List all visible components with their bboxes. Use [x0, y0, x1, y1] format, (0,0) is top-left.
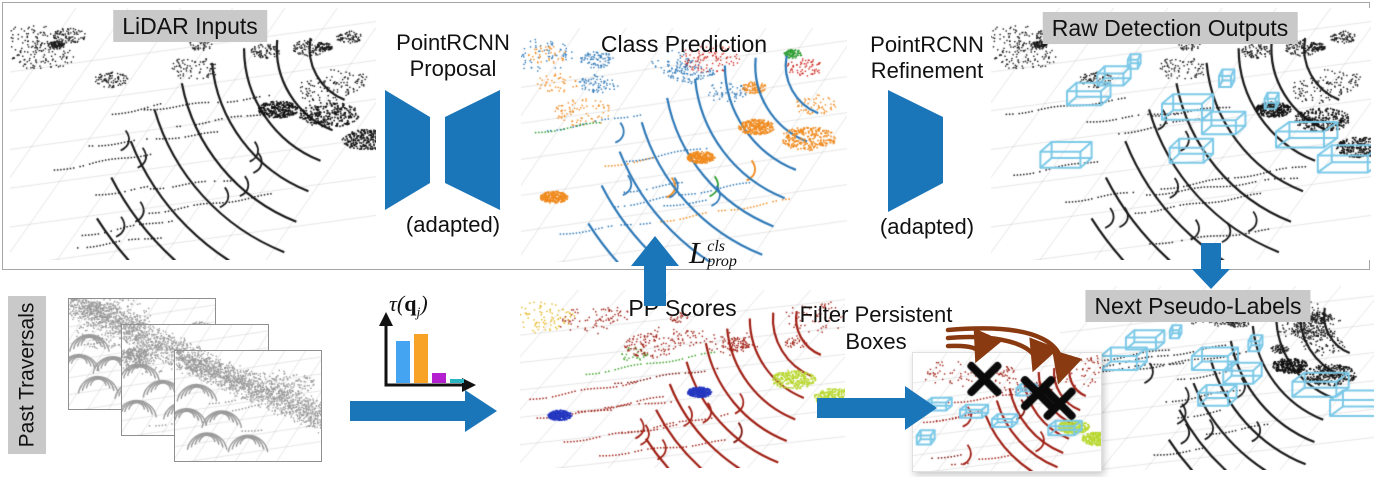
- filtered-boxes-image: [912, 352, 1102, 472]
- past-traversals-label: Past Traversals: [8, 296, 46, 454]
- tau-chart-bars: [396, 334, 464, 383]
- tau-bar-teal: [450, 379, 464, 383]
- class-prediction-image: [521, 28, 847, 262]
- refinement-adapted-note: (adapted): [879, 214, 975, 239]
- raw-detections-image: [991, 8, 1371, 260]
- tau-chart-icon: [379, 312, 476, 392]
- proposal-title-line1: PointRCNN: [396, 30, 510, 55]
- tau-chart-xaxis-arrowhead: [462, 378, 476, 392]
- filter-label-line1: Filter Persistent: [799, 302, 953, 327]
- proposal-loss-label: L cls prop: [689, 235, 737, 270]
- tau-suffix: ): [420, 291, 428, 316]
- lidar-inputs-label: LiDAR Inputs: [113, 10, 267, 42]
- filter-label-line2: Boxes: [845, 329, 907, 354]
- next-pseudo-labels-label: Next Pseudo-Labels: [1085, 290, 1311, 322]
- proposal-adapted-note: (adapted): [405, 212, 501, 237]
- loss-scripts: cls prop: [707, 238, 737, 270]
- loss-subscript: prop: [707, 253, 737, 270]
- filter-persistent-boxes-label: Filter Persistent Boxes: [795, 301, 957, 355]
- tau-threshold-label: τ(qj): [389, 291, 428, 321]
- tau-chart-axes: [384, 324, 464, 387]
- lidar-inputs-image: [10, 8, 376, 260]
- tau-bar-blue: [396, 341, 410, 383]
- tau-bar-purple: [432, 373, 446, 383]
- tau-prefix: τ(: [389, 291, 405, 316]
- proposal-title-line2: Proposal: [409, 56, 497, 81]
- pp-scores-image: [520, 290, 845, 468]
- past-traversal-image-3: [174, 350, 322, 462]
- tau-bar-orange: [414, 334, 428, 383]
- refinement-title-line2: Refinement: [870, 58, 984, 83]
- loss-superscript: cls: [707, 238, 726, 255]
- refinement-title-line1: PointRCNN: [870, 32, 984, 57]
- loss-base: L: [689, 235, 707, 270]
- raw-detections-label: Raw Detection Outputs: [1042, 12, 1298, 44]
- proposal-title: PointRCNN Proposal: [383, 30, 523, 82]
- tau-arg: q: [404, 291, 417, 316]
- class-prediction-label: Class Prediction: [600, 31, 768, 57]
- tau-sub: j: [416, 305, 421, 321]
- refinement-title: PointRCNN Refinement: [848, 32, 1006, 84]
- traversals-to-ppscores-arrow: [350, 390, 497, 432]
- past-traversals-label-text: Past Traversals: [15, 302, 38, 448]
